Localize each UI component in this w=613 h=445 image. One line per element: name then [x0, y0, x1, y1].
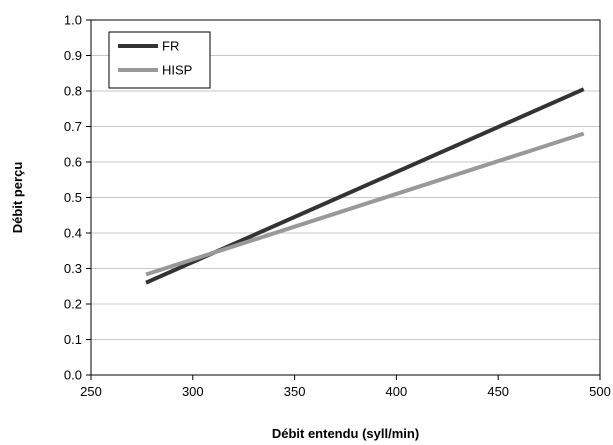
y-tick-label: 0.9: [64, 48, 82, 63]
x-axis: 250 300 350 400 450 500: [80, 375, 611, 399]
x-tick-label: 250: [80, 384, 102, 399]
y-tick-label: 0.5: [64, 190, 82, 205]
legend-box: [108, 31, 211, 89]
x-tick-label: 500: [589, 384, 611, 399]
gridlines: [91, 55, 600, 340]
y-tick-label: 0.7: [64, 119, 82, 134]
y-axis: 0.0 0.1 0.2 0.3 0.4 0.5 0.6 0.7 0.8 0.9 1.0: [64, 13, 91, 383]
series-line-hisp: [145, 131, 585, 277]
y-tick-label: 0.3: [64, 261, 82, 276]
x-axis-title: Débit entendu (syll/min): [272, 426, 419, 441]
y-tick-label: 1.0: [64, 13, 82, 28]
x-tick-label: 350: [284, 384, 306, 399]
series-layer: [145, 87, 585, 285]
legend-label-fr: FR: [162, 39, 179, 54]
x-tick-label: 400: [386, 384, 408, 399]
legend-label-hisp: HISP: [162, 63, 192, 78]
legend: FR HISP: [108, 31, 211, 89]
y-axis-title: Débit perçu: [10, 162, 25, 234]
y-tick-label: 0.0: [64, 368, 82, 383]
y-tick-label: 0.6: [64, 155, 82, 170]
y-tick-label: 0.2: [64, 297, 82, 312]
y-tick-label: 0.4: [64, 226, 82, 241]
x-tick-label: 450: [487, 384, 509, 399]
y-tick-label: 0.1: [64, 332, 82, 347]
x-tick-label: 300: [182, 384, 204, 399]
y-tick-label: 0.8: [64, 84, 82, 99]
